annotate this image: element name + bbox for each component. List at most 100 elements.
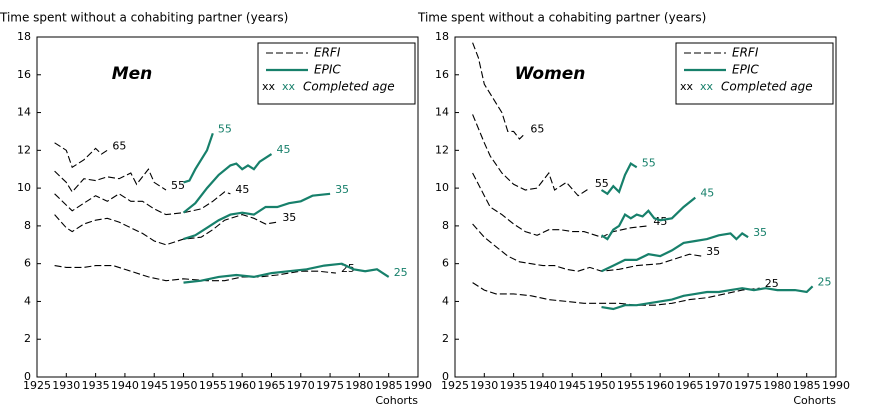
series-line bbox=[472, 223, 702, 272]
legend-marker: xx bbox=[282, 80, 296, 93]
x-tick-label: 1990 bbox=[822, 379, 850, 392]
series-line bbox=[54, 191, 231, 216]
x-tick-label: 1960 bbox=[228, 379, 256, 392]
end-label: 45 bbox=[235, 183, 249, 196]
end-label: 45 bbox=[653, 215, 667, 228]
y-tick-label: 16 bbox=[17, 68, 31, 81]
x-tick-label: 1960 bbox=[646, 379, 674, 392]
end-label: 45 bbox=[276, 143, 290, 156]
chart-panel: Time spent without a cohabiting partner … bbox=[417, 11, 850, 408]
series-line bbox=[472, 42, 526, 140]
x-tick-label: 1930 bbox=[52, 379, 80, 392]
y-tick-label: 0 bbox=[24, 370, 31, 383]
plot-frame bbox=[36, 36, 419, 378]
x-tick-label: 1975 bbox=[734, 379, 762, 392]
series-line bbox=[183, 262, 390, 284]
legend-label: Completed age bbox=[721, 80, 813, 94]
end-label: 55 bbox=[595, 177, 609, 190]
series-line bbox=[54, 265, 336, 282]
y-axis-label: Time spent without a cohabiting partner … bbox=[417, 11, 706, 25]
x-tick-label: 1930 bbox=[470, 379, 498, 392]
y-tick-label: 12 bbox=[17, 143, 31, 156]
series-line bbox=[472, 282, 760, 306]
series-line bbox=[601, 231, 749, 273]
x-tick-label: 1925 bbox=[23, 379, 51, 392]
legend-box bbox=[257, 42, 416, 105]
x-tick-label: 1975 bbox=[316, 379, 344, 392]
x-tick-label: 1985 bbox=[375, 379, 403, 392]
y-tick-label: 14 bbox=[17, 106, 31, 119]
series-line bbox=[183, 132, 214, 184]
y-tick-label: 6 bbox=[24, 257, 31, 270]
y-tick-label: 8 bbox=[24, 219, 31, 232]
series-line bbox=[601, 285, 814, 311]
y-tick-label: 2 bbox=[442, 332, 449, 345]
end-label: 55 bbox=[171, 179, 185, 192]
end-label: 65 bbox=[112, 139, 126, 152]
end-label: 65 bbox=[530, 122, 544, 135]
legend-label: ERFI bbox=[732, 46, 759, 60]
end-label: 35 bbox=[282, 211, 296, 224]
x-tick-label: 1950 bbox=[588, 379, 616, 392]
x-tick-label: 1985 bbox=[793, 379, 821, 392]
legend-box bbox=[675, 42, 834, 105]
x-tick-label: 1925 bbox=[441, 379, 469, 392]
x-tick-label: 1980 bbox=[345, 379, 373, 392]
y-tick-label: 2 bbox=[24, 332, 31, 345]
end-label: 35 bbox=[706, 245, 720, 258]
series-line bbox=[600, 162, 638, 196]
x-tick-label: 1955 bbox=[617, 379, 645, 392]
series-line bbox=[600, 196, 696, 241]
legend-label: EPIC bbox=[732, 63, 759, 77]
x-tick-label: 1935 bbox=[82, 379, 110, 392]
y-tick-label: 8 bbox=[442, 219, 449, 232]
x-tick-label: 1955 bbox=[199, 379, 227, 392]
x-tick-label: 1950 bbox=[170, 379, 198, 392]
legend-marker: xx bbox=[700, 80, 714, 93]
x-tick-label: 1970 bbox=[287, 379, 315, 392]
end-label: 25 bbox=[765, 277, 779, 290]
series-line bbox=[54, 168, 167, 193]
x-tick-label: 1945 bbox=[140, 379, 168, 392]
plot-frame bbox=[454, 36, 837, 378]
end-label: 45 bbox=[700, 187, 714, 200]
y-tick-label: 6 bbox=[442, 257, 449, 270]
end-label: 25 bbox=[394, 266, 408, 279]
panel-title: Women bbox=[515, 64, 586, 84]
legend-marker: xx bbox=[262, 80, 276, 93]
x-axis-label: Cohorts bbox=[793, 394, 836, 407]
chart-panel: Time spent without a cohabiting partner … bbox=[0, 11, 432, 408]
y-axis-label: Time spent without a cohabiting partner … bbox=[0, 11, 288, 25]
series-line bbox=[182, 153, 273, 214]
x-tick-label: 1935 bbox=[500, 379, 528, 392]
series-line bbox=[54, 214, 278, 246]
end-label: 35 bbox=[335, 183, 349, 196]
x-tick-label: 1940 bbox=[111, 379, 139, 392]
y-tick-label: 4 bbox=[24, 294, 31, 307]
y-tick-label: 0 bbox=[442, 370, 449, 383]
end-label: 55 bbox=[642, 156, 656, 169]
y-tick-label: 12 bbox=[435, 143, 449, 156]
y-tick-label: 4 bbox=[442, 294, 449, 307]
legend-label: EPIC bbox=[314, 63, 341, 77]
panel-title: Men bbox=[112, 64, 153, 84]
x-tick-label: 1990 bbox=[404, 379, 432, 392]
y-tick-label: 18 bbox=[435, 30, 449, 43]
x-tick-label: 1970 bbox=[705, 379, 733, 392]
series-line bbox=[472, 114, 591, 197]
x-axis-label: Cohorts bbox=[375, 394, 418, 407]
y-tick-label: 16 bbox=[435, 68, 449, 81]
series-line bbox=[472, 172, 649, 238]
series-line bbox=[183, 192, 331, 241]
end-label: 35 bbox=[753, 226, 767, 239]
y-tick-label: 18 bbox=[17, 30, 31, 43]
end-label: 55 bbox=[218, 122, 232, 135]
legend-label: ERFI bbox=[314, 46, 341, 60]
legend-marker: xx bbox=[680, 80, 694, 93]
x-tick-label: 1965 bbox=[257, 379, 285, 392]
legend-label: Completed age bbox=[303, 80, 395, 94]
x-tick-label: 1940 bbox=[529, 379, 557, 392]
series-line bbox=[54, 142, 108, 169]
